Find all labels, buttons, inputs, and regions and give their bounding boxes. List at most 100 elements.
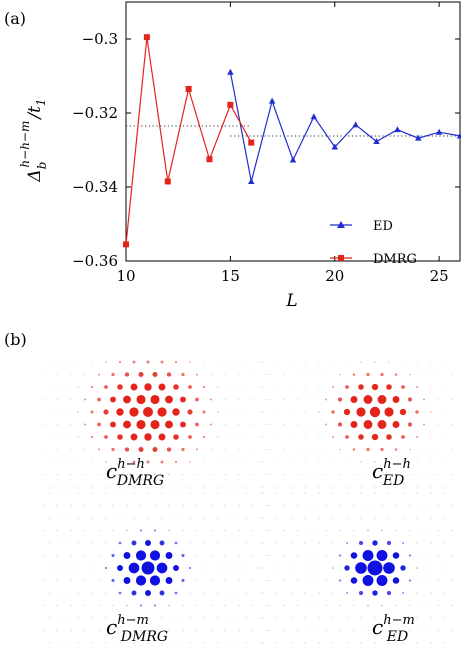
map-dot xyxy=(269,605,271,606)
map-dot xyxy=(189,486,191,488)
map-dot xyxy=(245,386,247,388)
map-dot xyxy=(259,592,261,594)
map-dot xyxy=(332,567,334,569)
map-dot xyxy=(188,385,192,389)
map-dot xyxy=(259,411,261,413)
map-dot xyxy=(187,409,193,415)
map-dot xyxy=(430,386,432,388)
map-dot xyxy=(146,460,150,464)
map-dot xyxy=(415,385,419,389)
map-dot xyxy=(153,529,157,532)
map-dot xyxy=(70,474,72,475)
point-ed xyxy=(435,128,443,135)
map-dot xyxy=(217,592,219,594)
map-dot xyxy=(386,540,392,546)
map-dot xyxy=(117,384,123,390)
map-dot xyxy=(381,505,383,506)
map-dot xyxy=(182,630,184,631)
map-dot xyxy=(231,492,233,494)
map-dot xyxy=(42,605,44,606)
map-dot xyxy=(362,575,374,586)
map-dot xyxy=(105,361,107,363)
map-dot xyxy=(154,505,156,506)
map-dot xyxy=(266,605,268,606)
map-dot xyxy=(409,530,411,531)
map-dot xyxy=(217,492,219,494)
map-dot xyxy=(259,436,261,438)
map-dot xyxy=(224,530,226,531)
map-dot xyxy=(161,517,163,519)
map-dot xyxy=(91,517,93,519)
map-dot xyxy=(217,567,219,569)
map-dot xyxy=(346,492,348,494)
map-dot xyxy=(416,642,418,644)
map-dot xyxy=(360,642,362,644)
map-dot xyxy=(423,374,425,375)
map-dot xyxy=(77,411,79,413)
map-dot xyxy=(358,590,364,596)
map-dot xyxy=(367,630,369,631)
map-dot xyxy=(217,517,219,519)
map-dot xyxy=(210,580,212,581)
map-dot xyxy=(350,577,358,584)
map-dot xyxy=(63,461,65,463)
map-dot xyxy=(297,580,299,581)
map-dot xyxy=(203,542,205,544)
svg-text:ch−hED: ch−h ED xyxy=(372,457,411,489)
map-dot xyxy=(203,617,205,619)
map-dot xyxy=(451,474,453,475)
map-dot xyxy=(392,577,400,584)
map-dot xyxy=(49,486,51,488)
map-dot xyxy=(42,555,44,556)
map-dot xyxy=(283,449,285,450)
map-dot xyxy=(77,436,79,438)
map-dot xyxy=(130,383,138,391)
map-dot xyxy=(451,530,453,531)
map-dot xyxy=(332,542,334,544)
panel-b-label: (b) xyxy=(4,330,27,349)
map-dot xyxy=(165,577,173,584)
map-dot xyxy=(343,408,351,416)
map-dot xyxy=(444,436,446,438)
map-dot xyxy=(160,460,164,464)
map-hh-ed xyxy=(262,361,453,488)
map-dot xyxy=(224,580,226,581)
map-dot xyxy=(56,449,58,450)
map-dot xyxy=(380,447,384,452)
map-dot xyxy=(70,374,72,375)
map-dot xyxy=(77,461,79,463)
map-dot xyxy=(238,424,240,425)
map-dot xyxy=(360,486,362,488)
map-dot xyxy=(203,517,205,519)
map-dot xyxy=(168,630,170,631)
map-dot xyxy=(444,461,446,463)
map-dot xyxy=(173,434,179,440)
map-dot xyxy=(77,386,79,388)
map-dot xyxy=(430,567,432,569)
map-dot xyxy=(56,474,58,475)
map-dot xyxy=(276,567,278,569)
map-dot xyxy=(111,372,115,377)
map-dot xyxy=(262,542,264,544)
map-dot xyxy=(430,592,432,594)
map-dot xyxy=(168,473,170,476)
map-dot xyxy=(196,555,198,556)
map-dot xyxy=(430,486,432,488)
map-dot xyxy=(146,360,150,364)
map-dot xyxy=(98,605,100,606)
map-dot xyxy=(133,517,135,519)
map-dot xyxy=(105,642,107,644)
map-dot xyxy=(430,492,432,494)
map-dot xyxy=(131,590,137,596)
map-dot xyxy=(360,517,362,519)
map-dot xyxy=(110,421,116,428)
map-dot xyxy=(231,592,233,594)
map-dot xyxy=(451,449,453,450)
map-dot xyxy=(217,542,219,544)
map-dot xyxy=(408,554,412,557)
map-dot xyxy=(91,642,93,644)
map-dot xyxy=(360,461,362,463)
map-dot xyxy=(423,474,425,475)
map-dot xyxy=(401,435,405,439)
panel-a-label: (a) xyxy=(4,9,26,28)
